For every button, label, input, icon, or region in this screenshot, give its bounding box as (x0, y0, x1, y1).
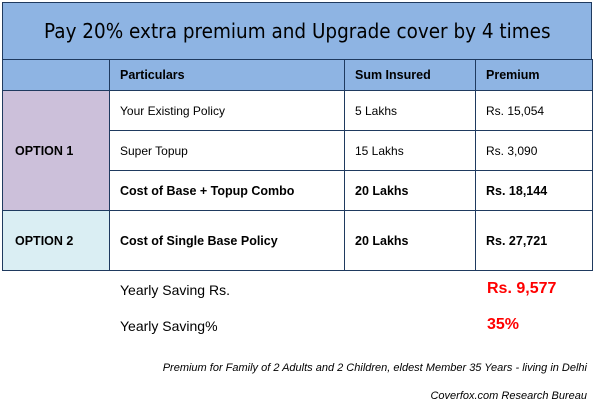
table-header-row: Particulars Sum Insured Premium (2, 59, 593, 91)
page-title: Pay 20% extra premium and Upgrade cover … (43, 19, 551, 43)
header-particulars: Particulars (109, 59, 345, 91)
option-2-label: OPTION 2 (2, 210, 110, 271)
cell-particulars: Super Topup (109, 130, 345, 171)
table-row: OPTION 2 Cost of Single Base Policy 20 L… (2, 210, 593, 271)
option-1-label: OPTION 1 (2, 90, 110, 211)
source-credit: Coverfox.com Research Bureau (430, 390, 587, 402)
cell-sum-insured: 20 Lakhs (344, 170, 476, 211)
cell-particulars: Cost of Single Base Policy (109, 210, 345, 271)
cell-premium: Rs. 27,721 (475, 210, 593, 271)
yearly-saving-percent-value: 35% (487, 316, 520, 333)
cell-sum-insured: 15 Lakhs (344, 130, 476, 171)
cell-sum-insured: 20 Lakhs (344, 210, 476, 271)
yearly-saving-label: Yearly Saving Rs. (120, 282, 230, 298)
header-premium: Premium (475, 59, 593, 91)
table-row: Cost of Base + Topup Combo 20 Lakhs Rs. … (3, 170, 593, 211)
yearly-saving-value: Rs. 9,577 (487, 280, 557, 297)
cell-particulars: Cost of Base + Topup Combo (109, 170, 345, 211)
cell-sum-insured: 5 Lakhs (344, 90, 476, 131)
table-row: Super Topup 15 Lakhs Rs. 3,090 (3, 130, 593, 171)
cell-premium: Rs. 15,054 (475, 90, 593, 131)
header-corner-cell (2, 59, 110, 91)
table-row: OPTION 1 Your Existing Policy 5 Lakhs Rs… (2, 90, 593, 211)
cell-premium: Rs. 3,090 (475, 130, 593, 171)
cell-particulars: Your Existing Policy (109, 90, 345, 131)
footnote: Premium for Family of 2 Adults and 2 Chi… (162, 362, 587, 374)
title-banner: Pay 20% extra premium and Upgrade cover … (2, 2, 592, 60)
cell-premium: Rs. 18,144 (475, 170, 593, 211)
header-sum-insured: Sum Insured (344, 59, 476, 91)
yearly-saving-percent-label: Yearly Saving% (120, 318, 218, 334)
comparison-table: Particulars Sum Insured Premium OPTION 1… (2, 59, 593, 271)
